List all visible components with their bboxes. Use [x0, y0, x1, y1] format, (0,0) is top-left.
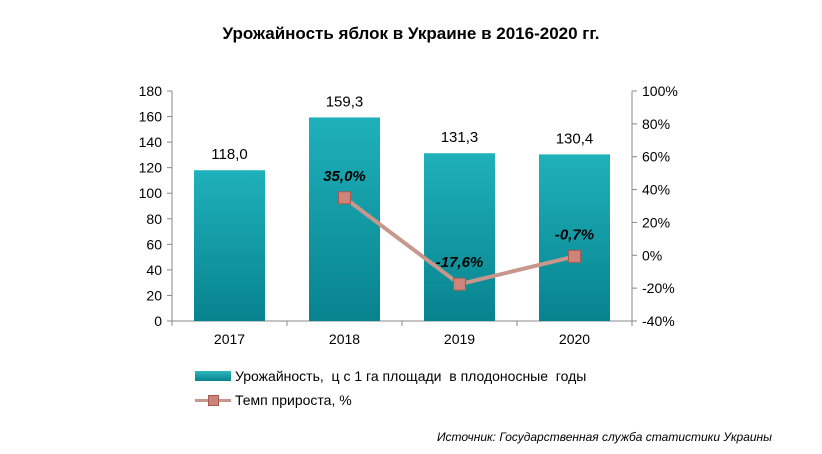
x-tick-label: 2019 — [444, 331, 475, 347]
growth-value-label: 35,0% — [323, 168, 366, 185]
legend-item-yield[interactable]: Урожайность, ц с 1 га площади в плодонос… — [195, 364, 586, 388]
y-left-tick-label: 140 — [139, 134, 163, 150]
y-left-tick-label: 40 — [146, 262, 162, 278]
bar — [539, 154, 610, 321]
y-right-tick-label: 100% — [642, 83, 678, 99]
growth-marker — [338, 191, 351, 205]
bar-value-label: 131,3 — [441, 129, 479, 146]
legend-bar-swatch — [195, 371, 231, 381]
growth-marker — [568, 249, 581, 263]
y-right-tick-label: 0% — [642, 247, 662, 263]
y-right-tick-label: 20% — [642, 214, 670, 230]
bar — [309, 117, 380, 321]
legend-item-growth[interactable]: Темп прироста, % — [195, 388, 586, 412]
y-right-tick-label: 60% — [642, 149, 670, 165]
chart-title: Урожайность яблок в Украине в 2016-2020 … — [222, 24, 600, 43]
legend-line-swatch — [195, 395, 231, 406]
y-left-tick-label: 180 — [139, 83, 163, 99]
source-note: Источник: Государственная служба статист… — [436, 430, 772, 444]
y-left-tick-label: 80 — [146, 211, 162, 227]
growth-value-label: -0,7% — [555, 226, 594, 243]
growth-marker — [453, 277, 466, 291]
y-right-tick-label: 80% — [642, 116, 670, 132]
y-left-tick-label: 160 — [139, 109, 163, 125]
y-right-tick-label: -20% — [642, 280, 675, 296]
x-tick-label: 2020 — [559, 331, 590, 347]
legend-label-growth: Темп прироста, % — [235, 392, 352, 408]
bar-value-label: 159,3 — [326, 93, 364, 110]
y-left-tick-label: 100 — [139, 185, 163, 201]
y-left-tick-label: 60 — [146, 236, 162, 252]
growth-value-label: -17,6% — [436, 254, 484, 271]
bar — [194, 170, 265, 321]
y-right-tick-label: 40% — [642, 182, 670, 198]
y-left-tick-label: 0 — [154, 313, 162, 329]
x-tick-label: 2018 — [329, 331, 360, 347]
bar-value-label: 130,4 — [556, 130, 594, 147]
y-left-tick-label: 120 — [139, 160, 163, 176]
legend: Урожайность, ц с 1 га площади в плодонос… — [195, 364, 586, 412]
bar — [424, 153, 495, 321]
y-left-tick-label: 20 — [146, 287, 162, 303]
y-right-tick-label: -40% — [642, 313, 675, 329]
x-tick-label: 2017 — [214, 331, 245, 347]
legend-label-yield: Урожайность, ц с 1 га площади в плодонос… — [235, 368, 587, 384]
bar-value-label: 118,0 — [211, 146, 247, 163]
